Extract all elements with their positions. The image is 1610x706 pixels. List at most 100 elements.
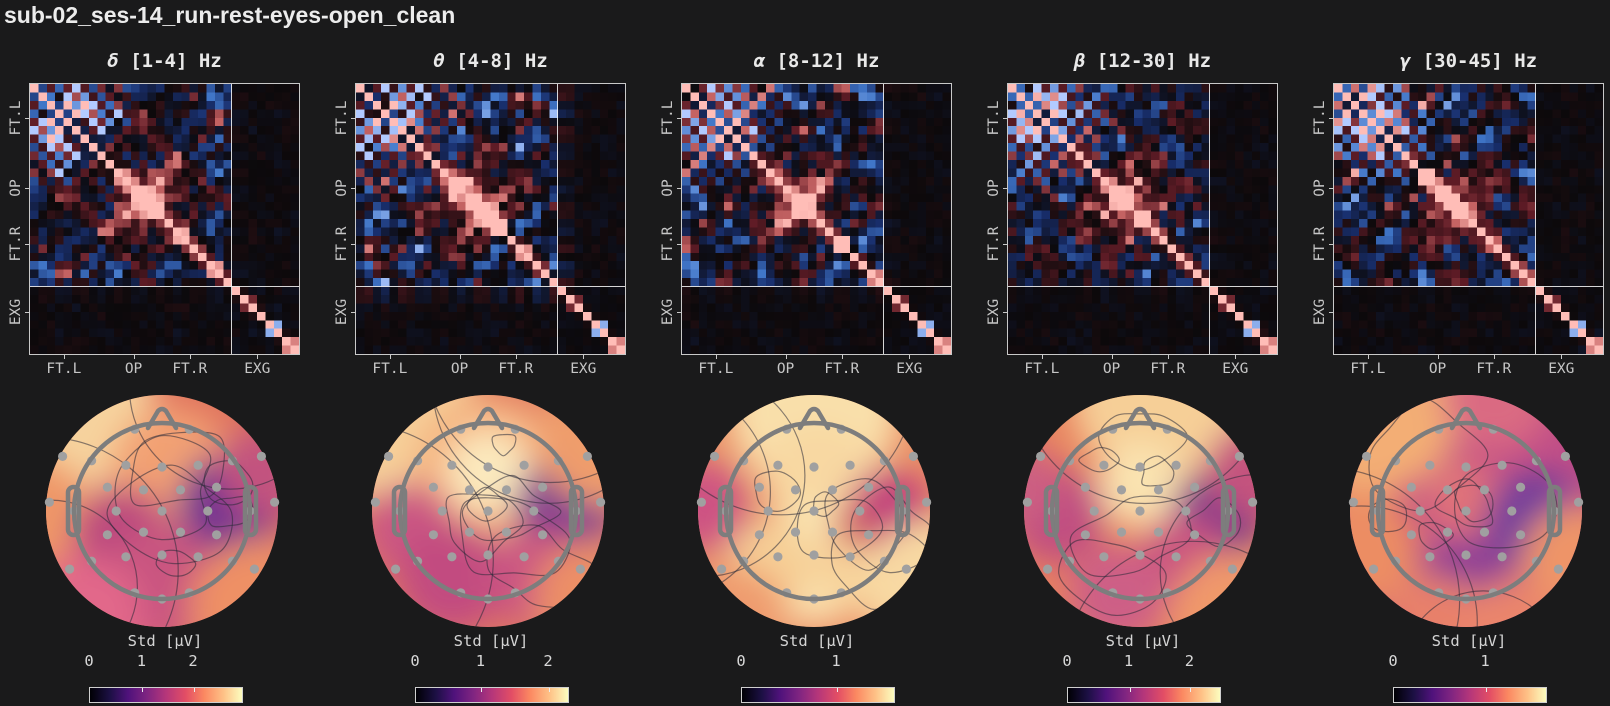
sensor-dot: [175, 527, 186, 537]
y-axis-group-label: FT.L: [660, 100, 676, 136]
sensor-dot: [519, 460, 529, 470]
sensor-dot: [1461, 506, 1471, 516]
colorbar-tick-labels: 0 1 2: [410, 652, 567, 671]
sensor-dot: [157, 462, 167, 472]
sensor-dot: [1425, 552, 1435, 562]
sensor-dot: [428, 530, 438, 540]
x-axis-tick: [63, 355, 65, 359]
colorbar: [1393, 687, 1547, 703]
y-axis-group-label: FT.L: [986, 100, 1002, 136]
sensor-dot: [428, 482, 438, 492]
x-axis-tick: [257, 355, 259, 359]
sensor-dot: [138, 485, 149, 495]
colorbar-tick-label: 1: [136, 652, 147, 670]
sensor-dot: [193, 460, 203, 470]
matrix-title: γ [30-45] Hz: [1333, 50, 1604, 72]
sensor-dot: [157, 550, 167, 560]
nose-outline: [1123, 406, 1157, 431]
sensor-dot: [501, 485, 512, 495]
sensor-dot: [1043, 564, 1053, 574]
matrix-title: θ [4-8] Hz: [355, 50, 626, 72]
colorbar-tick-label: 1: [831, 652, 841, 670]
x-axis-group-label: EXG: [1548, 361, 1575, 377]
colorbar: [415, 687, 569, 703]
exg-separator-horizontal-line: [30, 286, 299, 287]
x-axis-tick: [1437, 355, 1439, 359]
sensor-dot: [790, 527, 801, 537]
colorbar-title: Std [µV]: [127, 632, 203, 650]
sensor-dot: [710, 451, 720, 461]
exg-separator-horizontal-line: [682, 286, 951, 287]
colorbar-title: Std [µV]: [1105, 632, 1181, 650]
colorbar-tick-label: 0: [1388, 652, 1398, 670]
sensor-dot: [845, 460, 855, 470]
band-range-label: [1-4] Hz: [118, 50, 222, 72]
x-axis-group-label: OP: [124, 361, 143, 377]
colorbar-gradient: [1394, 688, 1546, 702]
exg-separator-vertical-line: [1535, 84, 1536, 354]
sensor-dot: [864, 530, 874, 540]
topomap: [696, 395, 932, 627]
sensor-dots: [370, 424, 606, 604]
sensor-dot: [519, 552, 529, 562]
sensor-dot: [1080, 530, 1090, 540]
left-ear-outline: [1369, 484, 1386, 538]
sensor-dot: [193, 552, 203, 562]
sensor-dot: [1497, 460, 1507, 470]
sensor-dot: [483, 506, 493, 516]
sensor-dot: [809, 550, 819, 560]
sensor-dot: [1135, 506, 1145, 516]
sensor-dot: [270, 497, 280, 507]
covariance-matrix-heatmap: [1334, 84, 1603, 354]
y-axis-group-label: FT.R: [986, 226, 1002, 262]
head-outline: [1369, 406, 1563, 602]
covariance-matrix-heatmap: [30, 84, 299, 354]
x-axis-tick: [1493, 355, 1495, 359]
colorbar: [1067, 687, 1221, 703]
nose-outline: [471, 406, 505, 431]
band-range-label: [8-12] Hz: [765, 50, 880, 72]
colorbar-title: Std [µV]: [779, 632, 855, 650]
sensor-dot: [754, 530, 764, 540]
covariance-matrix-panel: [29, 83, 300, 355]
y-axis-group-label: OP: [8, 179, 24, 197]
x-axis-tick: [459, 355, 461, 359]
sensor-dot: [121, 552, 131, 562]
y-axis-group-label: FT.L: [334, 100, 350, 136]
x-axis-group-label: OP: [776, 361, 795, 377]
sensor-dot: [1171, 460, 1181, 470]
x-axis-group-label: FT.L: [372, 361, 408, 377]
nose-outline: [145, 406, 179, 431]
sensor-dot: [447, 460, 457, 470]
colorbar-tick-label: 1: [475, 652, 486, 670]
x-axis-group-label: FT.R: [1150, 361, 1186, 377]
head-circle: [723, 420, 905, 602]
sensor-dot: [1497, 552, 1507, 562]
sensor-dot: [1406, 530, 1416, 540]
sensor-dot: [203, 506, 213, 516]
sensor-dot: [1190, 530, 1200, 540]
y-axis-group-label: FT.L: [8, 100, 24, 136]
y-axis-group-label: OP: [334, 179, 350, 197]
x-axis-tick: [515, 355, 517, 359]
y-axis-group-label: EXG: [1312, 299, 1328, 326]
sensor-dot: [1507, 506, 1517, 516]
y-axis-tick: [677, 118, 681, 120]
covariance-matrix-heatmap: [356, 84, 625, 354]
sensor-dot: [1479, 485, 1490, 495]
left-ear-outline: [717, 484, 734, 538]
sensor-dot: [773, 460, 783, 470]
topomap-container: [328, 385, 650, 641]
y-axis-group-label: EXG: [660, 299, 676, 326]
covariance-matrix-panel: [1007, 83, 1278, 355]
sensor-dot: [1516, 482, 1526, 492]
topomap: [1348, 395, 1584, 627]
sensor-dot: [1181, 506, 1191, 516]
exg-separator-vertical-line: [557, 84, 558, 354]
sensor-dot: [864, 482, 874, 492]
x-axis-tick: [841, 355, 843, 359]
sensor-dot: [437, 506, 447, 516]
band-symbol: α: [753, 50, 766, 72]
x-axis-tick: [389, 355, 391, 359]
band-column-beta: β [12-30] Hz FT.L FT.L OP OP FT.R FT.R EXG EXG …: [980, 0, 1302, 706]
